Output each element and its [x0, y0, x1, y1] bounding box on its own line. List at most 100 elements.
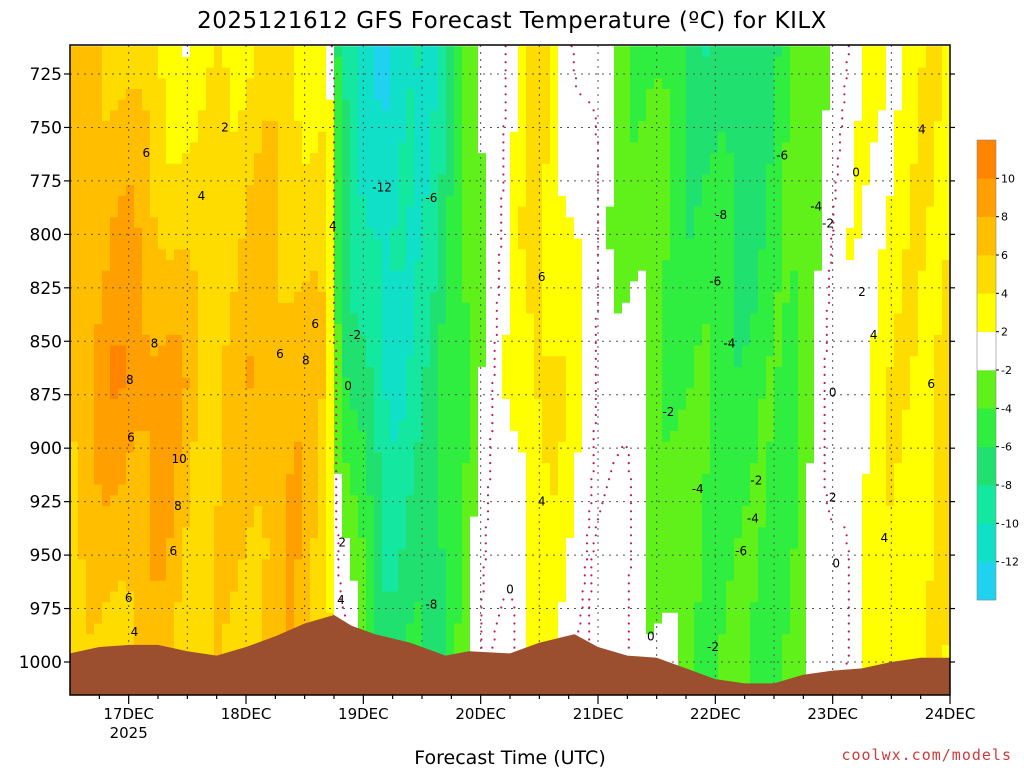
temperature-cell [326, 206, 335, 218]
temperature-cell [70, 99, 79, 111]
temperature-cell [182, 388, 191, 400]
temperature-cell [606, 431, 615, 443]
temperature-cell [270, 260, 279, 272]
temperature-cell [462, 484, 471, 496]
temperature-cell [206, 366, 215, 379]
temperature-cell [414, 345, 423, 357]
temperature-cell [590, 163, 599, 176]
temperature-cell [198, 431, 207, 443]
temperature-cell [486, 516, 495, 528]
temperature-cell [286, 463, 295, 475]
temperature-cell [158, 227, 167, 240]
temperature-cell [518, 195, 527, 208]
temperature-cell [150, 527, 159, 539]
temperature-cell [102, 495, 111, 507]
temperature-cell [174, 441, 183, 454]
temperature-cell [150, 420, 159, 432]
temperature-cell [710, 142, 719, 154]
temperature-cell [686, 227, 695, 240]
temperature-cell [198, 644, 207, 657]
temperature-cell [374, 505, 383, 518]
temperature-cell [262, 217, 271, 229]
temperature-cell [358, 292, 367, 304]
temperature-cell [590, 195, 599, 208]
temperature-cell [582, 142, 591, 154]
temperature-cell [94, 377, 103, 389]
temperature-cell [446, 260, 455, 272]
temperature-cell [214, 388, 223, 400]
temperature-cell [134, 302, 143, 315]
temperature-cell [414, 495, 423, 507]
temperature-cell [622, 399, 631, 411]
temperature-cell [222, 46, 231, 58]
temperature-cell [102, 46, 111, 58]
temperature-cell [86, 516, 95, 528]
temperature-cell [302, 195, 311, 208]
temperature-cell [414, 88, 423, 101]
temperature-cell [614, 580, 623, 593]
temperature-cell [574, 46, 583, 58]
temperature-cell [542, 570, 551, 582]
temperature-cell [606, 142, 615, 154]
temperature-cell [270, 99, 279, 111]
temperature-cell [206, 570, 215, 582]
temperature-cell [534, 99, 543, 111]
temperature-cell [630, 452, 639, 464]
temperature-cell [286, 484, 295, 496]
temperature-cell [462, 185, 471, 197]
temperature-cell [238, 452, 247, 464]
temperature-cell [622, 473, 631, 486]
temperature-cell [534, 612, 543, 625]
temperature-cell [678, 431, 687, 443]
temperature-cell [366, 153, 375, 165]
temperature-cell [342, 195, 351, 208]
temperature-cell [606, 366, 615, 379]
temperature-cell [230, 302, 239, 315]
temperature-cell [670, 88, 679, 101]
temperature-cell [86, 602, 95, 614]
temperature-cell [670, 484, 679, 496]
temperature-cell [366, 409, 375, 421]
temperature-cell [686, 431, 695, 443]
temperature-cell [126, 78, 135, 90]
temperature-cell [526, 185, 535, 197]
temperature-cell [214, 174, 223, 186]
temperature-cell [102, 580, 111, 593]
temperature-cell [310, 324, 319, 336]
temperature-cell [686, 217, 695, 229]
temperature-cell [86, 195, 95, 208]
temperature-cell [438, 495, 447, 507]
temperature-cell [622, 249, 631, 261]
temperature-cell [678, 452, 687, 464]
temperature-cell [294, 78, 303, 90]
temperature-cell [158, 377, 167, 389]
temperature-cell [350, 292, 359, 304]
temperature-cell [606, 46, 615, 58]
temperature-cell [382, 356, 391, 368]
temperature-cell [270, 409, 279, 421]
temperature-cell [510, 195, 519, 208]
temperature-cell [198, 420, 207, 432]
temperature-cell [302, 431, 311, 443]
temperature-cell [478, 473, 487, 486]
temperature-cell [182, 174, 191, 186]
temperature-cell [238, 399, 247, 411]
temperature-cell [206, 484, 215, 496]
temperature-cell [398, 377, 407, 389]
temperature-cell [686, 302, 695, 315]
temperature-cell [582, 313, 591, 325]
temperature-cell [262, 281, 271, 293]
temperature-cell [318, 270, 327, 282]
temperature-cell [310, 238, 319, 250]
temperature-cell [214, 559, 223, 571]
temperature-cell [182, 78, 191, 90]
temperature-cell [438, 356, 447, 368]
temperature-cell [86, 495, 95, 507]
temperature-cell [142, 270, 151, 282]
temperature-cell [478, 431, 487, 443]
temperature-cell [406, 623, 415, 635]
temperature-cell [262, 195, 271, 208]
temperature-cell [382, 249, 391, 261]
temperature-cell [566, 388, 575, 400]
temperature-cell [230, 260, 239, 272]
